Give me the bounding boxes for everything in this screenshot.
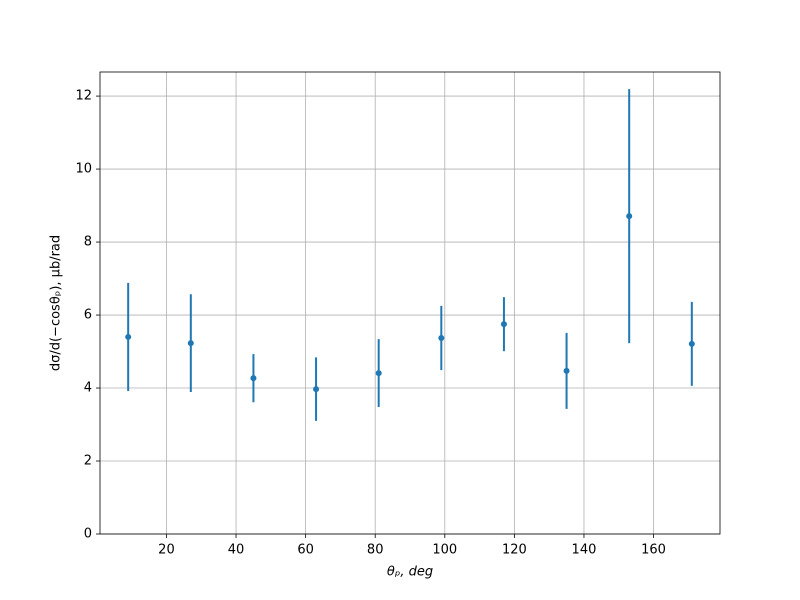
y-axis-label: dσ/d(−cosθₚ), μb/rad [49,235,64,371]
data-point [438,335,445,342]
x-tick-label: 160 [641,543,666,558]
x-tick-label: 120 [502,543,527,558]
x-axis-label: θₚ, deg [387,565,433,580]
x-tick-label: 80 [367,543,384,558]
data-point [688,340,695,347]
plot-frame [99,71,721,535]
y-tick-label: 0 [84,527,92,542]
data-point [500,321,507,328]
x-tick-label: 100 [432,543,457,558]
data-point [250,375,257,382]
data-point [313,386,320,393]
y-tick-label: 6 [84,308,92,323]
x-tick-label: 60 [297,543,314,558]
x-tick-label: 20 [158,543,175,558]
data-point [125,333,132,340]
data-point [187,340,194,347]
x-tick-label: 140 [572,543,597,558]
y-tick-label: 10 [75,162,92,177]
y-tick-label: 4 [84,381,92,396]
data-point [626,213,633,220]
y-tick-label: 12 [75,89,92,104]
x-tick-label: 40 [228,543,245,558]
y-tick-label: 2 [84,454,92,469]
data-point [375,370,382,377]
y-tick-label: 8 [84,235,92,250]
data-point [563,367,570,374]
